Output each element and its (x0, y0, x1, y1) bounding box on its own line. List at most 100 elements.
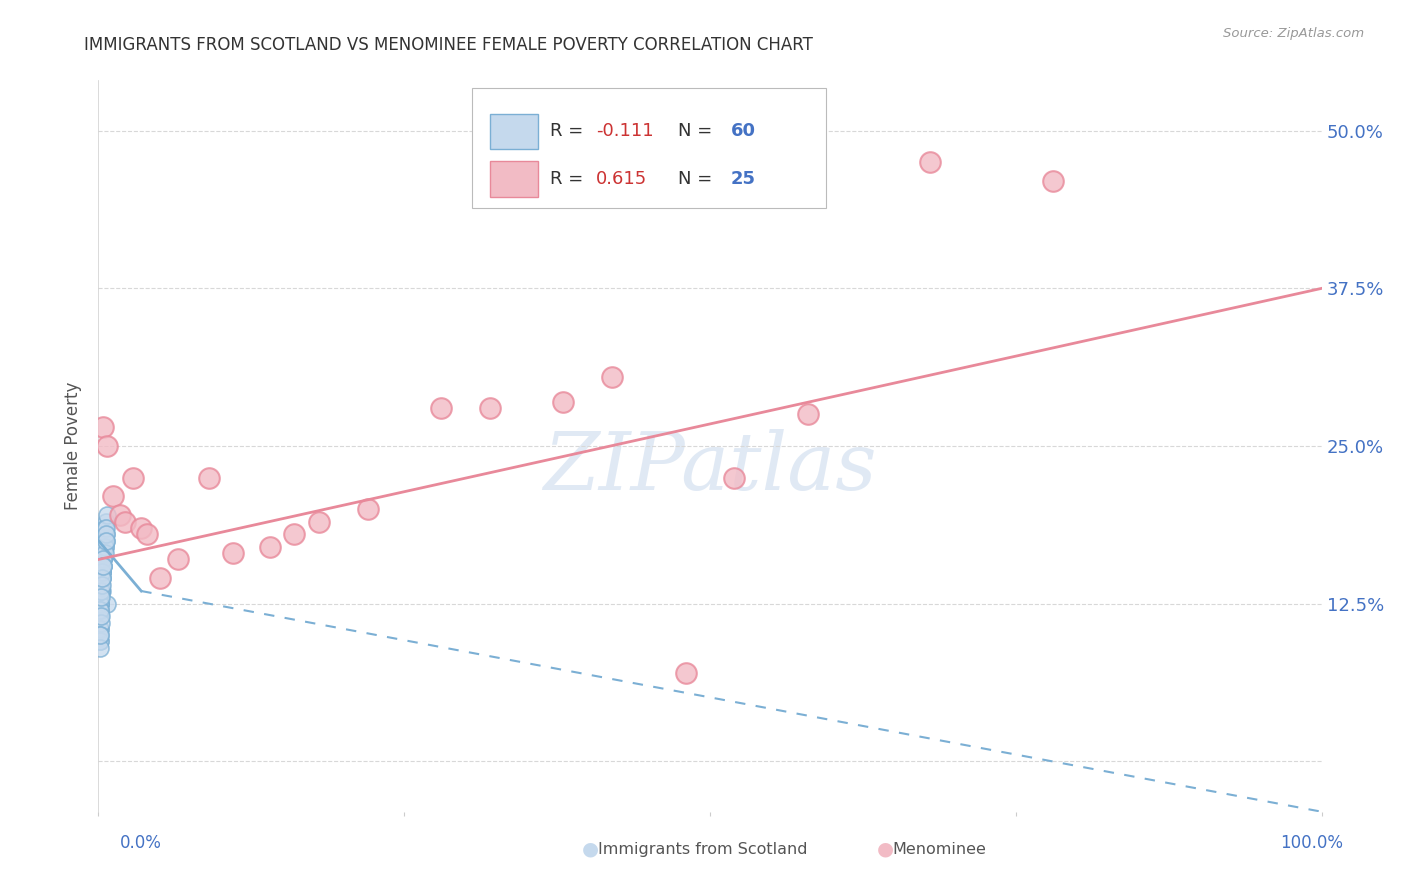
Point (93, 540, 115, 554)
Point (90, 609, 112, 624)
Point (96, 597, 118, 611)
Point (110, 508, 132, 523)
Point (89, 584, 111, 599)
Point (94, 533, 117, 548)
Point (91, 578, 114, 592)
Point (91, 420, 114, 434)
Point (94, 521, 117, 535)
Text: -0.111: -0.111 (596, 122, 654, 140)
Text: Menominee: Menominee (893, 842, 987, 856)
FancyBboxPatch shape (471, 87, 827, 209)
Point (90, 552, 112, 566)
Point (167, 552, 190, 566)
Text: R =: R = (550, 170, 589, 188)
Point (89, 622, 111, 636)
Point (89, 609, 111, 624)
Point (94, 527, 117, 541)
Point (197, 470, 219, 484)
Point (90, 565, 112, 579)
Text: 25: 25 (731, 170, 756, 188)
Point (89, 622, 111, 636)
Point (136, 527, 159, 541)
Point (222, 546, 245, 560)
Point (89, 558, 111, 573)
Point (356, 502, 378, 516)
Point (89, 597, 111, 611)
Point (91, 571, 114, 585)
Point (478, 401, 501, 416)
Point (90, 584, 112, 599)
Point (121, 470, 143, 484)
Point (90, 578, 112, 592)
Point (96, 439, 118, 453)
Point (89, 628, 111, 642)
Point (91, 565, 114, 579)
Point (94, 533, 117, 548)
Text: 0.615: 0.615 (596, 170, 648, 188)
Text: 100.0%: 100.0% (1279, 834, 1343, 852)
Point (259, 540, 281, 554)
Point (430, 401, 453, 416)
Point (723, 470, 745, 484)
Text: R =: R = (550, 122, 589, 140)
Point (90, 584, 112, 599)
Point (91, 558, 114, 573)
Point (89, 571, 111, 585)
Text: Immigrants from Scotland: Immigrants from Scotland (598, 842, 807, 856)
Point (91, 540, 114, 554)
Point (91, 533, 114, 548)
FancyBboxPatch shape (489, 113, 537, 149)
Text: IMMIGRANTS FROM SCOTLAND VS MENOMINEE FEMALE POVERTY CORRELATION CHART: IMMIGRANTS FROM SCOTLAND VS MENOMINEE FE… (84, 36, 813, 54)
Point (553, 395, 575, 409)
Point (90, 571, 112, 585)
Point (90, 578, 112, 592)
Point (91, 546, 114, 560)
Text: ZIPatlas: ZIPatlas (543, 429, 877, 507)
Point (94, 515, 117, 529)
Point (91, 552, 114, 566)
Point (89, 603, 111, 617)
Point (600, 369, 623, 384)
Point (89, 603, 111, 617)
Point (91, 584, 114, 599)
Point (89, 628, 111, 642)
Point (96, 508, 118, 523)
Point (91, 558, 114, 573)
Point (93, 540, 115, 554)
Point (129, 521, 152, 535)
Point (91, 565, 114, 579)
Point (89, 634, 111, 648)
Point (91, 552, 114, 566)
Point (93, 533, 115, 548)
Text: N =: N = (678, 170, 718, 188)
Text: N =: N = (678, 122, 718, 140)
Point (89, 609, 111, 624)
Point (89, 640, 111, 655)
Y-axis label: Female Poverty: Female Poverty (65, 382, 83, 510)
Text: Source: ZipAtlas.com: Source: ZipAtlas.com (1223, 27, 1364, 40)
Point (91, 552, 114, 566)
Point (675, 665, 697, 680)
Point (89, 591, 111, 605)
Point (91, 558, 114, 573)
Point (89, 597, 111, 611)
Point (91, 565, 114, 579)
Point (89, 591, 111, 605)
Point (1042, 174, 1064, 188)
Point (89, 634, 111, 648)
Point (94, 527, 117, 541)
Point (90, 615, 112, 630)
Point (797, 408, 820, 422)
FancyBboxPatch shape (489, 161, 537, 197)
Point (89, 597, 111, 611)
Point (91, 546, 114, 560)
Point (91, 558, 114, 573)
Text: 0.0%: 0.0% (120, 834, 162, 852)
Point (91, 571, 114, 585)
Point (90, 591, 112, 605)
Point (101, 490, 124, 504)
Point (91, 571, 114, 585)
Point (920, 155, 942, 169)
Point (93, 533, 115, 548)
Point (93, 546, 115, 560)
